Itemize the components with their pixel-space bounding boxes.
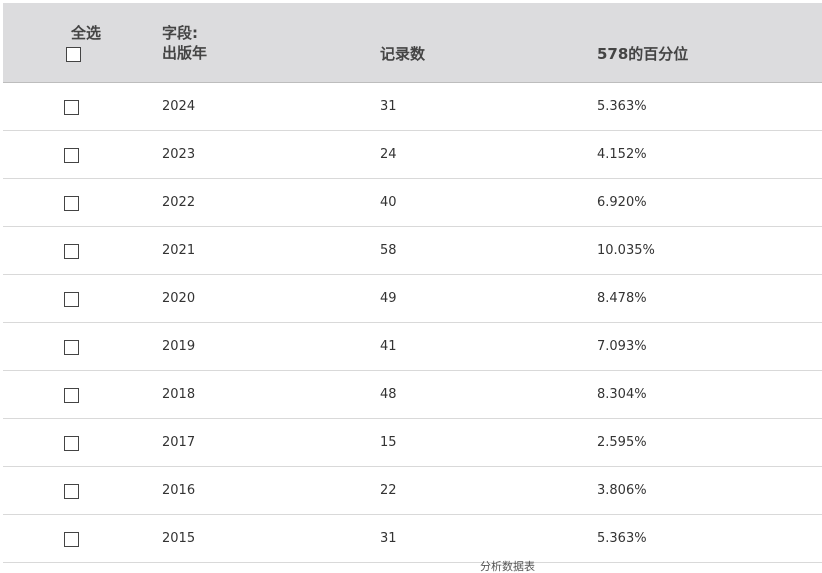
percent-cell: 7.093% (597, 339, 647, 354)
table-row: 2019 41 7.093% (3, 323, 822, 371)
percent-cell: 3.806% (597, 483, 647, 498)
table-row: 2016 22 3.806% (3, 467, 822, 515)
percent-cell: 4.152% (597, 147, 647, 162)
table-row: 2015 31 5.363% (3, 515, 822, 563)
year-cell: 2021 (162, 243, 196, 258)
row-checkbox[interactable] (64, 292, 79, 307)
year-cell: 2019 (162, 339, 196, 354)
count-cell: 15 (380, 435, 397, 450)
percent-cell: 10.035% (597, 243, 655, 258)
count-cell: 31 (380, 531, 397, 546)
row-checkbox[interactable] (64, 244, 79, 259)
count-cell: 48 (380, 387, 397, 402)
table-row: 2024 31 5.363% (3, 83, 822, 131)
percent-cell: 6.920% (597, 195, 647, 210)
percent-cell: 8.304% (597, 387, 647, 402)
row-checkbox[interactable] (64, 532, 79, 547)
year-cell: 2023 (162, 147, 196, 162)
table-row: 2020 49 8.478% (3, 275, 822, 323)
row-checkbox[interactable] (64, 340, 79, 355)
select-all-checkbox[interactable] (66, 47, 81, 62)
year-cell: 2017 (162, 435, 196, 450)
table-row: 2018 48 8.304% (3, 371, 822, 419)
record-count-header: 记录数 (380, 45, 426, 63)
row-checkbox[interactable] (64, 484, 79, 499)
table-header: 全选 字段: 出版年 记录数 578的百分位 (3, 3, 822, 83)
count-cell: 49 (380, 291, 397, 306)
year-cell: 2024 (162, 99, 196, 114)
year-cell: 2015 (162, 531, 196, 546)
percent-cell: 2.595% (597, 435, 647, 450)
field-name-header: 出版年 (162, 44, 208, 62)
year-cell: 2020 (162, 291, 196, 306)
analyze-data-link[interactable]: 分析数据表 (480, 560, 535, 573)
percent-cell: 8.478% (597, 291, 647, 306)
row-checkbox[interactable] (64, 148, 79, 163)
count-cell: 22 (380, 483, 397, 498)
table-row: 2023 24 4.152% (3, 131, 822, 179)
row-checkbox[interactable] (64, 436, 79, 451)
row-checkbox[interactable] (64, 100, 79, 115)
field-label: 字段: (162, 24, 198, 42)
year-cell: 2018 (162, 387, 196, 402)
percent-cell: 5.363% (597, 531, 647, 546)
count-cell: 58 (380, 243, 397, 258)
year-cell: 2022 (162, 195, 196, 210)
row-checkbox[interactable] (64, 388, 79, 403)
select-all-label: 全选 (71, 24, 102, 42)
results-table: 全选 字段: 出版年 记录数 578的百分位 2024 31 5.363% 20… (3, 3, 822, 563)
count-cell: 24 (380, 147, 397, 162)
count-cell: 31 (380, 99, 397, 114)
year-cell: 2016 (162, 483, 196, 498)
count-cell: 40 (380, 195, 397, 210)
percent-cell: 5.363% (597, 99, 647, 114)
table-row: 2021 58 10.035% (3, 227, 822, 275)
table-row: 2017 15 2.595% (3, 419, 822, 467)
table-row: 2022 40 6.920% (3, 179, 822, 227)
count-cell: 41 (380, 339, 397, 354)
percent-header: 578的百分位 (597, 45, 689, 63)
row-checkbox[interactable] (64, 196, 79, 211)
